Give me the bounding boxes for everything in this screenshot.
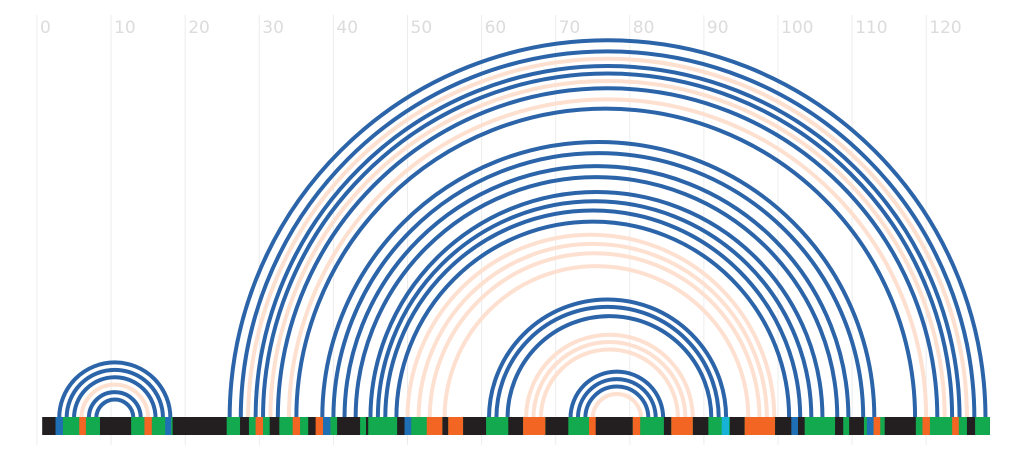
arc (383, 208, 803, 419)
arc (253, 64, 962, 419)
sequence-segment (866, 417, 874, 435)
x-tick-label: 40 (336, 18, 358, 38)
sequence-segment (226, 417, 241, 435)
sequence-segment (360, 417, 367, 435)
x-tick-label: 80 (633, 18, 655, 38)
x-tick-label: 30 (262, 18, 284, 38)
sequence-segment (632, 417, 664, 435)
arc (246, 56, 969, 419)
arc (583, 384, 651, 419)
arc (94, 397, 136, 419)
sequence-segment (589, 417, 596, 435)
sequence-segment (922, 417, 930, 435)
arc (72, 375, 158, 419)
arc (494, 304, 721, 419)
arc (487, 297, 729, 419)
sequence-segment (486, 417, 509, 435)
sequence-segment (144, 417, 152, 435)
sequence-segment (632, 417, 641, 435)
sequence-segment (315, 417, 324, 435)
arc (442, 264, 751, 419)
arc (538, 347, 680, 419)
sequence-segment (791, 417, 799, 435)
sequence-segment (952, 417, 959, 435)
sequence-segment (523, 417, 546, 435)
arc (505, 314, 714, 419)
arc (261, 71, 955, 419)
arc (64, 367, 165, 419)
arc (590, 391, 643, 419)
sequence-segment (323, 417, 331, 435)
sequence-segment (426, 417, 443, 435)
x-tick-label: 20 (188, 18, 210, 38)
x-tick-label: 10 (114, 18, 136, 38)
arc (342, 164, 851, 419)
arc (238, 49, 977, 419)
arc (286, 97, 929, 419)
arc (427, 251, 762, 419)
arc (375, 199, 814, 419)
x-tick-label: 100 (781, 18, 813, 38)
arc (531, 340, 688, 419)
arc (294, 106, 918, 419)
sequence-segment (292, 417, 301, 435)
x-tick-label: 120 (929, 18, 961, 38)
sequence-segment (568, 417, 590, 435)
sequence-segment (975, 417, 990, 435)
arc (320, 140, 877, 419)
arc (227, 38, 988, 419)
arc (575, 377, 658, 419)
arc (524, 332, 695, 419)
sequence-segment (55, 417, 63, 435)
sequence-segment (255, 417, 264, 435)
x-tick-label: 60 (485, 18, 507, 38)
sequence-segment (404, 417, 412, 435)
sequence-segment (744, 417, 776, 435)
arc (79, 382, 151, 419)
sequence-segment (79, 417, 86, 435)
x-tick-label: 110 (855, 18, 887, 38)
x-tick-label: 50 (411, 18, 433, 38)
sequence-segment (843, 417, 850, 435)
x-tick-label: 90 (707, 18, 729, 38)
arc (416, 241, 769, 419)
sequence-segment (448, 417, 464, 435)
sequence-segment (721, 417, 730, 435)
sequence-segment (165, 417, 172, 435)
arc (57, 360, 173, 419)
sequence-segment (671, 417, 693, 435)
arc (368, 190, 825, 419)
sequence-segment (873, 417, 881, 435)
x-tick-label: 0 (40, 18, 51, 38)
arc (268, 78, 947, 419)
arc (275, 86, 940, 419)
arc (86, 390, 143, 419)
arc (568, 369, 666, 419)
x-tick-label: 70 (559, 18, 581, 38)
sequence-segment (804, 417, 836, 435)
arc (405, 233, 777, 419)
arc (353, 175, 840, 419)
arc (394, 219, 792, 419)
arc (331, 151, 866, 419)
sequence-segment (368, 417, 398, 435)
